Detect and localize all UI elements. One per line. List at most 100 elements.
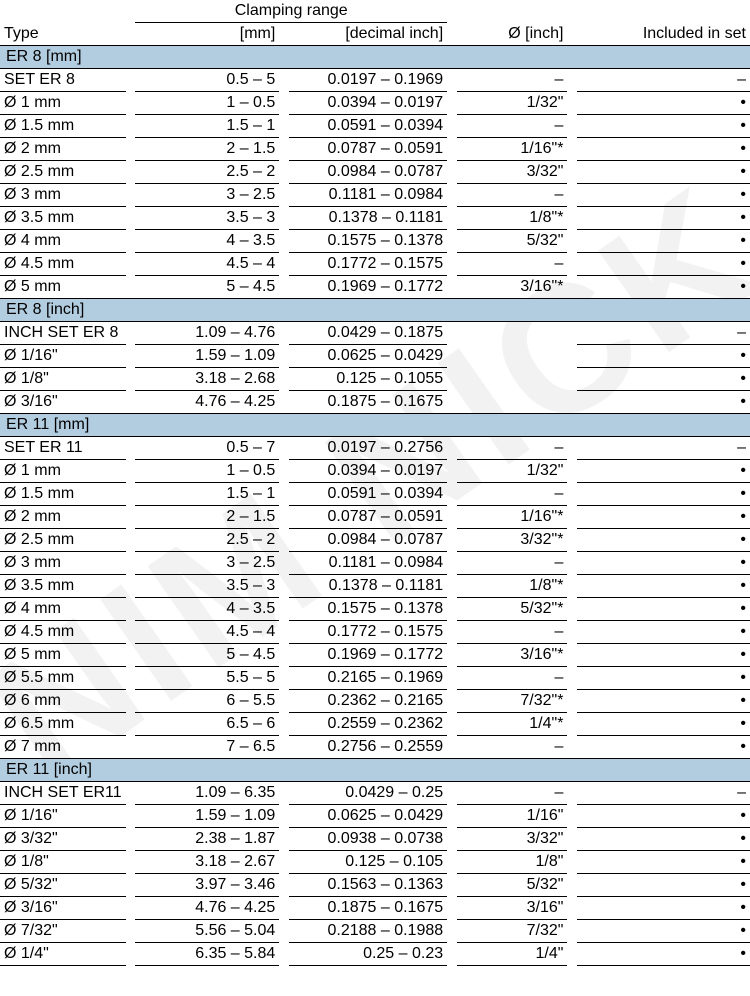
cell-decimal: 0.1875 – 0.1675: [289, 897, 447, 920]
table-row: Ø 1.5 mm1.5 – 10.0591 – 0.0394–•: [0, 115, 750, 138]
cell-mm: 3.18 – 2.68: [135, 368, 279, 391]
cell-included: •: [577, 828, 750, 851]
cell-included: •: [577, 253, 750, 276]
cell-type: Ø 4 mm: [0, 230, 126, 253]
section-title: ER 11 [mm]: [0, 414, 750, 437]
table-row: Ø 5/32"3.97 – 3.460.1563 – 0.13635/32"•: [0, 874, 750, 897]
cell-decimal: 0.1772 – 0.1575: [289, 621, 447, 644]
cell-mm: 2.5 – 2: [135, 161, 279, 184]
cell-diameter: 1/32": [457, 92, 568, 115]
cell-type: Ø 3/16": [0, 391, 126, 414]
cell-included: •: [577, 506, 750, 529]
cell-mm: 4 – 3.5: [135, 598, 279, 621]
header-type: Type: [0, 23, 126, 46]
cell-decimal: 0.25 – 0.23: [289, 943, 447, 966]
table-row: Ø 3 mm3 – 2.50.1181 – 0.0984–•: [0, 552, 750, 575]
cell-type: Ø 4.5 mm: [0, 621, 126, 644]
cell-diameter: –: [457, 184, 568, 207]
cell-mm: 2.5 – 2: [135, 529, 279, 552]
cell-type: SET ER 8: [0, 69, 126, 92]
cell-decimal: 0.1181 – 0.0984: [289, 552, 447, 575]
cell-diameter: –: [457, 253, 568, 276]
cell-included: •: [577, 598, 750, 621]
cell-mm: 7 – 6.5: [135, 736, 279, 759]
cell-mm: 1 – 0.5: [135, 92, 279, 115]
table-row: Ø 4.5 mm4.5 – 40.1772 – 0.1575–•: [0, 621, 750, 644]
section-header: ER 8 [inch]: [0, 299, 750, 322]
cell-included: •: [577, 184, 750, 207]
table-row: Ø 5.5 mm5.5 – 50.2165 – 0.1969–•: [0, 667, 750, 690]
cell-diameter: 3/16": [457, 897, 568, 920]
cell-diameter: 1/4": [457, 943, 568, 966]
cell-diameter: 3/32"*: [457, 529, 568, 552]
cell-diameter: 1/32": [457, 460, 568, 483]
cell-diameter: 3/16"*: [457, 644, 568, 667]
cell-diameter: [457, 368, 568, 391]
cell-decimal: 0.2756 – 0.2559: [289, 736, 447, 759]
cell-diameter: 3/16"*: [457, 276, 568, 299]
cell-included: •: [577, 483, 750, 506]
cell-decimal: 0.2362 – 0.2165: [289, 690, 447, 713]
cell-mm: 3.97 – 3.46: [135, 874, 279, 897]
cell-diameter: –: [457, 621, 568, 644]
cell-mm: 4 – 3.5: [135, 230, 279, 253]
cell-mm: 6 – 5.5: [135, 690, 279, 713]
cell-diameter: –: [457, 552, 568, 575]
cell-mm: 6.35 – 5.84: [135, 943, 279, 966]
cell-mm: 2.38 – 1.87: [135, 828, 279, 851]
cell-diameter: 1/8": [457, 851, 568, 874]
cell-diameter: 1/4"*: [457, 713, 568, 736]
cell-type: Ø 6.5 mm: [0, 713, 126, 736]
cell-type: Ø 3.5 mm: [0, 575, 126, 598]
header-mm: [mm]: [135, 23, 279, 46]
cell-decimal: 0.0394 – 0.0197: [289, 92, 447, 115]
cell-included: •: [577, 667, 750, 690]
cell-included: •: [577, 230, 750, 253]
cell-included: •: [577, 621, 750, 644]
cell-included: •: [577, 207, 750, 230]
table-row: Ø 3/16"4.76 – 4.250.1875 – 0.16753/16"•: [0, 897, 750, 920]
cell-included: •: [577, 552, 750, 575]
cell-type: Ø 2.5 mm: [0, 529, 126, 552]
cell-type: Ø 4.5 mm: [0, 253, 126, 276]
cell-diameter: 1/16": [457, 805, 568, 828]
cell-included: •: [577, 575, 750, 598]
cell-type: Ø 3/32": [0, 828, 126, 851]
cell-type: Ø 5 mm: [0, 276, 126, 299]
cell-decimal: 0.125 – 0.105: [289, 851, 447, 874]
cell-mm: 4.76 – 4.25: [135, 897, 279, 920]
cell-decimal: 0.1378 – 0.1181: [289, 207, 447, 230]
cell-mm: 3.5 – 3: [135, 207, 279, 230]
cell-decimal: 0.0625 – 0.0429: [289, 345, 447, 368]
cell-decimal: 0.125 – 0.1055: [289, 368, 447, 391]
cell-type: Ø 2.5 mm: [0, 161, 126, 184]
table-row: Ø 4 mm4 – 3.50.1575 – 0.13785/32"•: [0, 230, 750, 253]
cell-mm: 1.59 – 1.09: [135, 345, 279, 368]
cell-mm: 3 – 2.5: [135, 552, 279, 575]
cell-mm: 4.5 – 4: [135, 253, 279, 276]
cell-diameter: 5/32": [457, 874, 568, 897]
cell-type: Ø 1/16": [0, 805, 126, 828]
section-header: ER 11 [inch]: [0, 759, 750, 782]
cell-mm: 1.09 – 6.35: [135, 782, 279, 805]
cell-type: Ø 6 mm: [0, 690, 126, 713]
cell-included: •: [577, 138, 750, 161]
cell-included: •: [577, 529, 750, 552]
cell-mm: 1.5 – 1: [135, 115, 279, 138]
cell-included: •: [577, 368, 750, 391]
cell-decimal: 0.0984 – 0.0787: [289, 529, 447, 552]
cell-diameter: –: [457, 69, 568, 92]
cell-decimal: 0.1969 – 0.1772: [289, 644, 447, 667]
cell-decimal: 0.0394 – 0.0197: [289, 460, 447, 483]
cell-mm: 5 – 4.5: [135, 644, 279, 667]
table-row: Ø 1.5 mm1.5 – 10.0591 – 0.0394–•: [0, 483, 750, 506]
cell-type: Ø 1/8": [0, 851, 126, 874]
cell-type: INCH SET ER 8: [0, 322, 126, 345]
cell-decimal: 0.0429 – 0.1875: [289, 322, 447, 345]
cell-included: •: [577, 943, 750, 966]
cell-diameter: 7/32"*: [457, 690, 568, 713]
cell-mm: 0.5 – 7: [135, 437, 279, 460]
cell-mm: 1.59 – 1.09: [135, 805, 279, 828]
cell-type: Ø 1 mm: [0, 92, 126, 115]
cell-decimal: 0.1875 – 0.1675: [289, 391, 447, 414]
